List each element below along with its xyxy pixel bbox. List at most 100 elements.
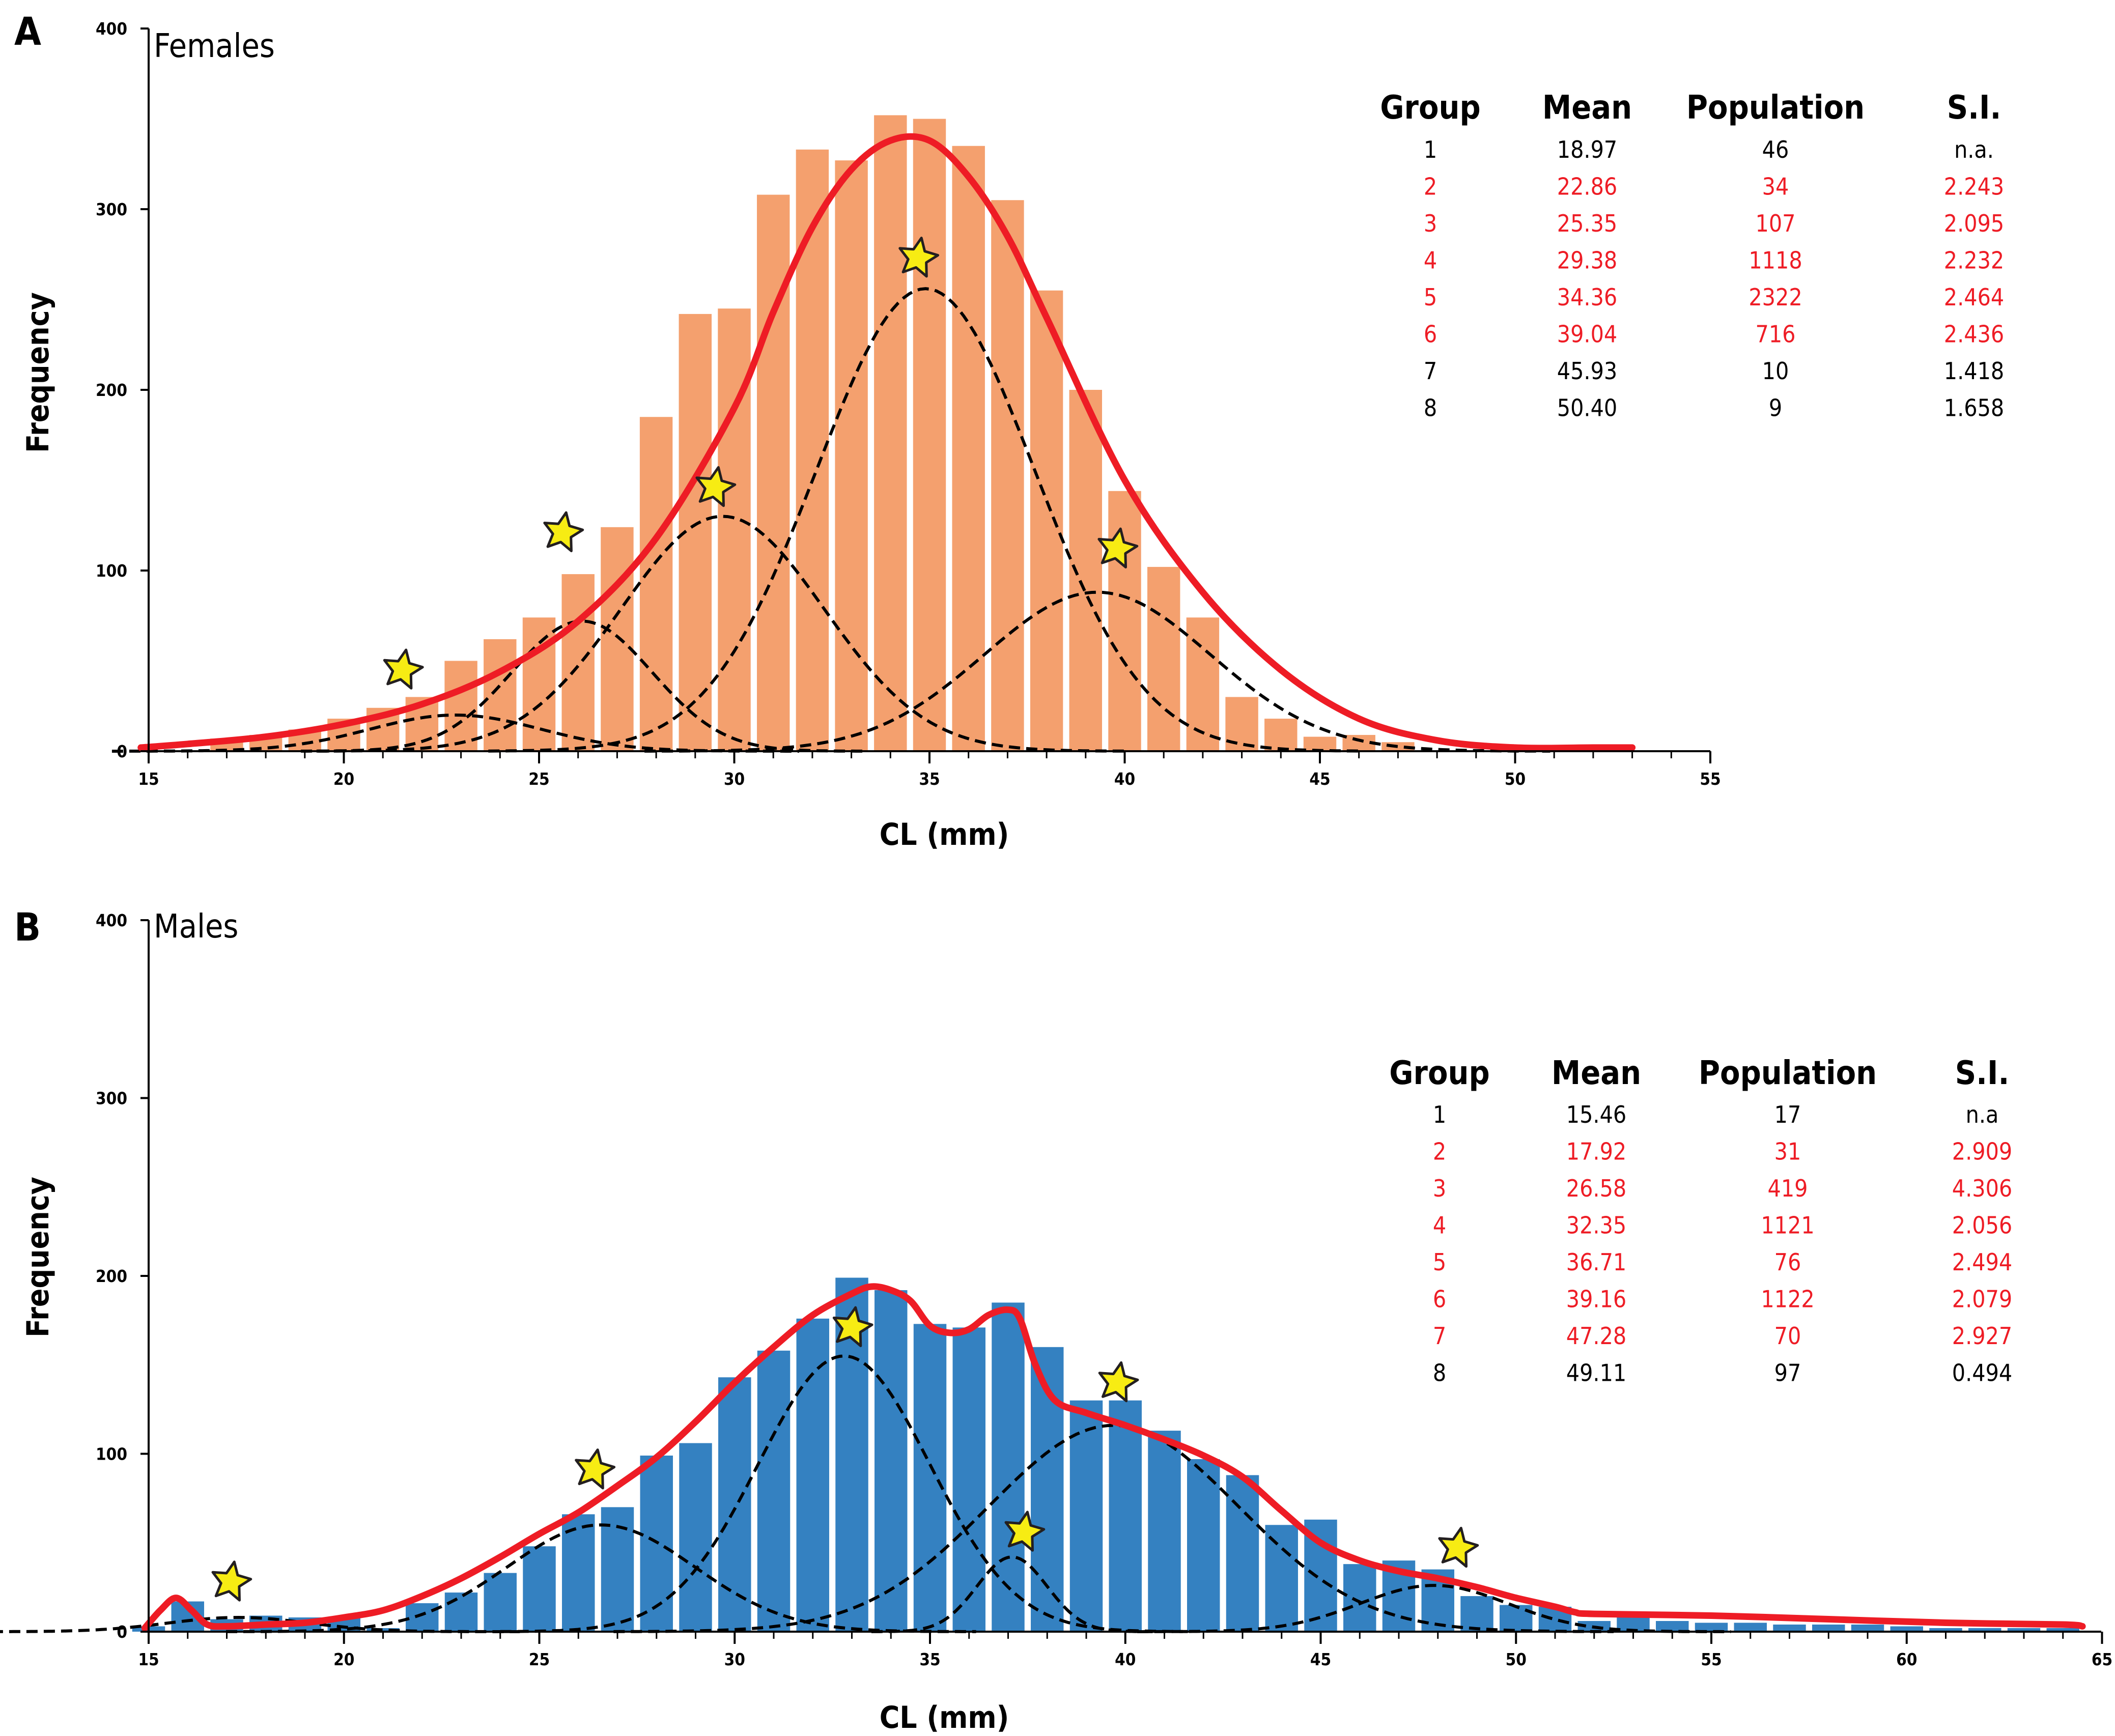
y-tick-label: 400 <box>96 910 127 930</box>
bar-32 <box>796 1318 829 1632</box>
panel-letter: B <box>14 904 41 950</box>
x-tick-label: 30 <box>724 1649 745 1669</box>
fit-curve <box>137 133 1636 752</box>
bar-25 <box>523 1546 556 1632</box>
bar-30 <box>718 1377 751 1632</box>
table-cell: 0.494 <box>1952 1359 2012 1387</box>
y-tick-label: 300 <box>96 1089 127 1108</box>
table-cell: 18.97 <box>1557 136 1617 163</box>
table-cell: 39.04 <box>1557 321 1617 348</box>
table-cell: 1.658 <box>1944 394 2004 422</box>
panel-letter: A <box>14 9 41 54</box>
x-tick-label: 45 <box>1309 769 1330 789</box>
bar-35 <box>913 1324 947 1632</box>
bar-42 <box>1187 1459 1220 1632</box>
table-cell: n.a. <box>1954 136 1994 163</box>
mode-star-icon <box>575 1448 616 1490</box>
bar-29 <box>679 1443 712 1632</box>
table-cell: 26.58 <box>1566 1175 1626 1202</box>
bar-57 <box>1773 1625 1806 1632</box>
x-tick-label: 45 <box>1310 1649 1331 1669</box>
x-tick-label: 15 <box>138 1649 159 1669</box>
mode-star-icon <box>211 1560 252 1602</box>
table-header: S.I. <box>1955 1055 2010 1092</box>
x-tick-label: 55 <box>1701 1649 1722 1669</box>
bar-31 <box>757 1350 791 1632</box>
table-header: Population <box>1686 89 1865 127</box>
y-tick-label: 200 <box>96 1266 127 1286</box>
component-curves <box>111 287 1550 753</box>
bar-62 <box>1968 1628 2001 1632</box>
x-tick-label: 35 <box>919 1649 940 1669</box>
y-tick-label: 300 <box>96 200 127 219</box>
table-header: Mean <box>1542 89 1632 127</box>
table-cell: 2.464 <box>1944 283 2004 311</box>
bar-34 <box>874 115 907 751</box>
table-cell: 76 <box>1774 1248 1801 1276</box>
bar-49 <box>1460 1596 1493 1632</box>
table-header: Mean <box>1552 1055 1641 1092</box>
table-cell: 34.36 <box>1557 283 1617 311</box>
table-cell: n.a <box>1966 1101 1999 1128</box>
y-tick-label: 0 <box>117 1622 127 1642</box>
table-cell: 45.93 <box>1557 357 1617 385</box>
table-header: Group <box>1389 1055 1489 1092</box>
mode-star-icon <box>695 466 737 507</box>
table-cell: 1 <box>1424 136 1437 163</box>
bar-44 <box>1265 1525 1298 1632</box>
table-cell: 2 <box>1433 1138 1446 1165</box>
bar-24 <box>484 1573 517 1632</box>
bar-38 <box>1030 290 1063 751</box>
table-cell: 39.16 <box>1566 1286 1626 1313</box>
x-tick-label: 20 <box>333 769 354 789</box>
table-cell: 4 <box>1424 247 1437 274</box>
stats-table: Group Mean Population S.I.1 18.97 46 n.a.2 22.8… <box>1380 89 2004 422</box>
table-cell: 47.28 <box>1566 1322 1626 1350</box>
mode-star-icon <box>1004 1511 1046 1552</box>
table-cell: 5 <box>1433 1248 1446 1276</box>
mode-star-icon <box>1097 527 1139 568</box>
table-cell: 5 <box>1424 283 1437 311</box>
y-tick-label: 100 <box>96 561 127 581</box>
table-cell: 2.243 <box>1944 173 2004 201</box>
table-cell: 34 <box>1762 173 1789 201</box>
table-cell: 15.46 <box>1566 1101 1626 1128</box>
table-cell: 1122 <box>1761 1286 1814 1313</box>
table-cell: 8 <box>1424 394 1437 422</box>
bar-30 <box>718 308 751 751</box>
bar-23 <box>444 1592 478 1632</box>
fit-curve-group <box>141 1283 2086 1632</box>
table-cell: 3 <box>1433 1175 1446 1202</box>
bar-28 <box>639 417 673 751</box>
component-curve-group-7 <box>1137 1584 1731 1633</box>
bar-50 <box>1500 1605 1533 1632</box>
mode-star-icon <box>383 648 424 690</box>
table-cell: 10 <box>1762 357 1789 385</box>
bar-27 <box>601 527 634 751</box>
x-tick-label: 50 <box>1506 1649 1527 1669</box>
table-cell: 70 <box>1774 1322 1801 1350</box>
table-cell: 36.71 <box>1566 1248 1626 1276</box>
bar-33 <box>835 160 868 751</box>
panel-title: Females <box>154 27 275 65</box>
y-axis-label: Frequency <box>20 1177 56 1337</box>
x-axis-label: CL (mm) <box>880 1700 1009 1735</box>
bar-35 <box>913 119 946 751</box>
stats-table: Group Mean Population S.I. 1 15.46 17 n.a 2 17.92… <box>1389 1055 2012 1387</box>
mode-star-icon <box>898 237 940 278</box>
mode-stars <box>211 1306 1479 1602</box>
component-curve-group-6 <box>613 1424 1614 1633</box>
table-cell: 2.056 <box>1952 1212 2012 1239</box>
x-tick-label: 25 <box>528 769 549 789</box>
bar-22 <box>406 1603 439 1632</box>
bar-55 <box>1695 1623 1728 1632</box>
table-cell: 2.436 <box>1944 321 2004 348</box>
table-cell: 2322 <box>1749 283 1802 311</box>
table-cell: 2.079 <box>1952 1286 2012 1313</box>
bar-46 <box>1343 1564 1376 1632</box>
x-tick-label: 40 <box>1114 769 1135 789</box>
bar-23 <box>444 661 477 751</box>
table-cell: 2 <box>1424 173 1437 201</box>
bar-36 <box>952 1327 985 1632</box>
